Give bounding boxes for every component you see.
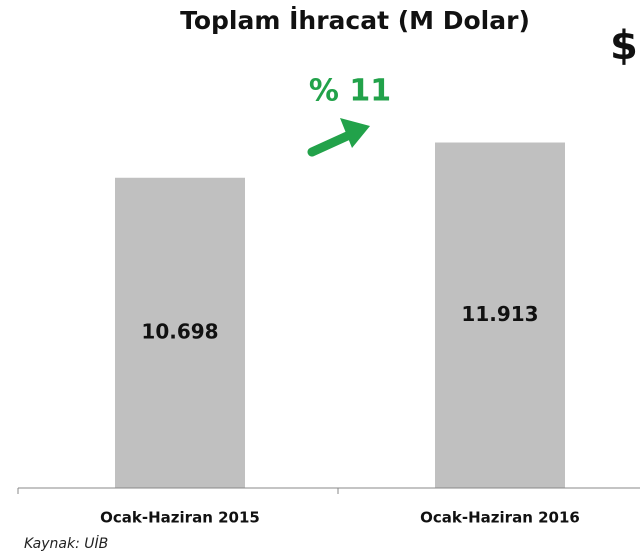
x-tick-label: Ocak-Haziran 2015 <box>100 509 260 527</box>
value-label: 11.913 <box>461 302 538 326</box>
currency-symbol: $ <box>610 23 638 69</box>
bar <box>115 177 245 488</box>
value-label: 10.698 <box>141 319 218 343</box>
source-note: Kaynak: UİB <box>24 534 108 552</box>
growth-annotation: % 11 <box>309 74 391 109</box>
chart-title: Toplam İhracat (M Dolar) <box>180 5 530 35</box>
growth-arrow <box>307 118 370 157</box>
x-tick-label: Ocak-Haziran 2016 <box>420 509 580 527</box>
bar <box>435 142 565 488</box>
